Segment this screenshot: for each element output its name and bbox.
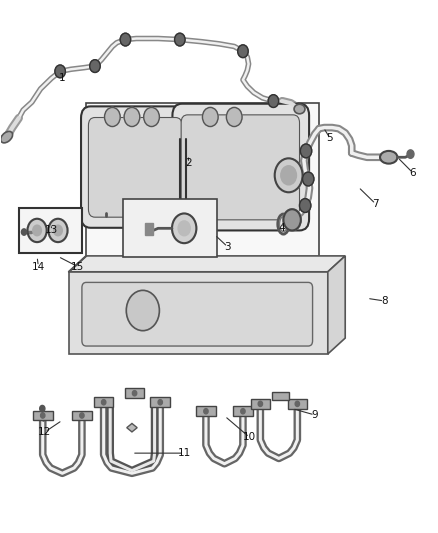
Circle shape: [295, 401, 300, 407]
Ellipse shape: [0, 132, 13, 143]
Circle shape: [21, 229, 27, 235]
Circle shape: [28, 219, 47, 242]
Polygon shape: [127, 423, 137, 432]
Bar: [123, 199, 217, 257]
Text: 1: 1: [59, 73, 66, 83]
Circle shape: [283, 209, 301, 230]
Circle shape: [48, 219, 67, 242]
Circle shape: [300, 144, 312, 158]
Text: 10: 10: [243, 432, 256, 442]
Bar: [86, 103, 319, 257]
Circle shape: [132, 391, 137, 396]
Circle shape: [55, 65, 65, 78]
FancyBboxPatch shape: [88, 117, 182, 217]
Bar: [94, 398, 113, 407]
Circle shape: [178, 221, 190, 236]
Circle shape: [204, 409, 208, 414]
Circle shape: [80, 413, 84, 418]
Bar: [19, 208, 82, 253]
FancyBboxPatch shape: [81, 107, 191, 228]
Ellipse shape: [279, 216, 287, 231]
Circle shape: [303, 172, 314, 186]
Circle shape: [300, 199, 311, 213]
Text: 8: 8: [381, 296, 388, 306]
Text: 2: 2: [185, 158, 192, 168]
Ellipse shape: [278, 214, 289, 234]
Bar: [72, 411, 92, 420]
FancyBboxPatch shape: [173, 104, 309, 230]
Circle shape: [175, 33, 185, 46]
Circle shape: [33, 225, 42, 236]
Text: 3: 3: [224, 242, 231, 252]
Text: 7: 7: [372, 199, 379, 209]
Text: 11: 11: [177, 448, 191, 458]
Polygon shape: [69, 272, 328, 354]
FancyBboxPatch shape: [82, 282, 313, 346]
Bar: [150, 398, 170, 407]
Text: 15: 15: [71, 262, 84, 271]
Bar: [251, 399, 270, 409]
Circle shape: [90, 60, 100, 72]
Circle shape: [144, 108, 159, 126]
Circle shape: [120, 33, 131, 46]
Bar: [272, 392, 289, 400]
Circle shape: [226, 108, 242, 126]
Text: 6: 6: [410, 168, 416, 177]
Ellipse shape: [294, 104, 305, 114]
Circle shape: [202, 108, 218, 126]
Circle shape: [241, 409, 245, 414]
Circle shape: [41, 413, 45, 418]
Circle shape: [275, 158, 303, 192]
Bar: [33, 411, 53, 420]
Ellipse shape: [380, 151, 397, 164]
Circle shape: [268, 95, 279, 108]
Text: 9: 9: [311, 410, 318, 420]
Text: 12: 12: [38, 427, 52, 437]
Circle shape: [158, 400, 162, 405]
Circle shape: [40, 406, 45, 412]
Circle shape: [258, 401, 262, 407]
Bar: [196, 407, 216, 416]
Polygon shape: [69, 256, 345, 272]
Circle shape: [407, 150, 414, 158]
Text: 5: 5: [327, 133, 333, 143]
Bar: [125, 389, 144, 398]
Polygon shape: [328, 256, 345, 354]
Bar: [145, 223, 153, 235]
Circle shape: [53, 225, 62, 236]
Text: 4: 4: [279, 223, 286, 233]
Circle shape: [126, 290, 159, 330]
Circle shape: [172, 214, 196, 243]
Circle shape: [281, 166, 297, 185]
FancyBboxPatch shape: [181, 115, 300, 220]
Circle shape: [124, 108, 140, 126]
Bar: [180, 140, 186, 204]
Bar: [233, 407, 253, 416]
Text: 13: 13: [45, 225, 58, 236]
Circle shape: [102, 400, 106, 405]
Circle shape: [105, 108, 120, 126]
Circle shape: [238, 45, 248, 58]
Text: 14: 14: [32, 262, 45, 271]
Bar: [288, 399, 307, 409]
